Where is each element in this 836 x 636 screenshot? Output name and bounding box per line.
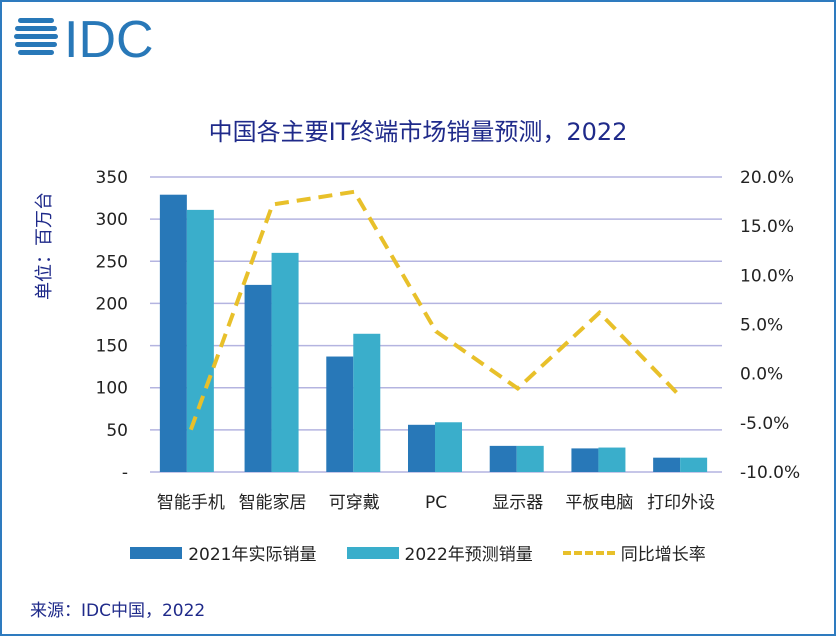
x-tick-label: 打印外设 — [647, 493, 715, 513]
y-tick-label: 150 — [96, 337, 128, 357]
y2-tick-label: 20.0% — [740, 168, 794, 188]
legend-swatch — [346, 546, 399, 559]
bar-2022 — [353, 333, 381, 472]
legend-label: 同比增长率 — [620, 545, 706, 565]
y-tick-label: 100 — [96, 379, 128, 399]
y-tick-label: 50 — [106, 421, 128, 441]
bar-2022 — [435, 422, 462, 472]
y2-tick-label: -10.0% — [740, 463, 800, 483]
y2-tick-label: 15.0% — [740, 217, 794, 237]
growth-rate-line — [188, 189, 683, 431]
bar-2022 — [598, 447, 626, 472]
y-tick-label: 250 — [96, 252, 128, 272]
bar-2021 — [571, 448, 599, 472]
legend-label: 2022年预测销量 — [404, 545, 533, 565]
bar-2021 — [489, 445, 517, 472]
y2-tick-label: 5.0% — [740, 316, 783, 336]
x-tick-label: 可穿戴 — [329, 493, 380, 513]
legend: 2021年实际销量 2022年预测销量 同比增长率 — [0, 540, 836, 565]
bar-2022 — [271, 252, 299, 472]
legend-label: 2021年实际销量 — [188, 545, 317, 565]
y-tick-label: 300 — [96, 210, 128, 230]
bar-2021 — [159, 194, 187, 472]
y-tick-label: 350 — [96, 168, 128, 188]
bar-2021 — [326, 356, 354, 472]
x-tick-label: 平板电脑 — [565, 493, 633, 513]
y-tick-label: 200 — [96, 294, 128, 314]
y2-tick-label: 0.0% — [740, 365, 783, 385]
chart-title: 中国各主要IT终端市场销量预测，2022 — [208, 118, 628, 146]
source-note: 来源：IDC中国，2022 — [30, 601, 206, 621]
bar-2022 — [680, 457, 708, 472]
bar-2021 — [653, 457, 681, 472]
legend-swatch — [130, 546, 183, 559]
legend-item-2022: 2022年预测销量 — [346, 540, 533, 565]
legend-item-2021: 2021年实际销量 — [130, 540, 317, 565]
x-tick-label: 显示器 — [492, 493, 543, 513]
bar-2021 — [244, 284, 272, 472]
y2-tick-label: 10.0% — [740, 266, 794, 286]
svg-text:IDC: IDC — [64, 12, 154, 62]
x-tick-label: 智能手机 — [157, 493, 225, 513]
idc-logo: IDC — [14, 12, 154, 62]
y-tick-label: - — [122, 463, 128, 483]
bar-2021 — [408, 424, 435, 472]
x-tick-label: PC — [425, 493, 447, 513]
bar-2022 — [186, 209, 214, 472]
x-tick-label: 智能家居 — [239, 493, 307, 513]
legend-item-growth: 同比增长率 — [562, 540, 706, 565]
legend-swatch — [562, 550, 615, 555]
y2-tick-label: -5.0% — [740, 414, 789, 434]
bar-2022 — [516, 445, 544, 472]
